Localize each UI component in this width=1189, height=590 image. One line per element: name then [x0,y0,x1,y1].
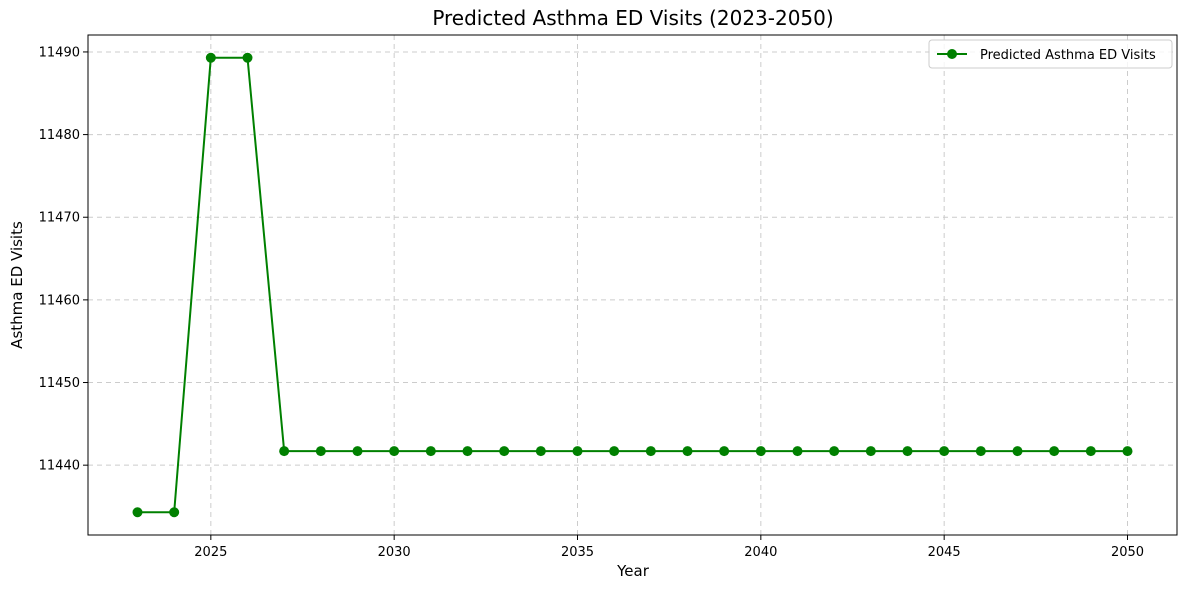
data-point [242,52,253,63]
data-point [902,446,913,457]
data-point [755,446,766,457]
y-tick-label: 11480 [39,128,80,143]
x-tick-label: 2035 [561,545,594,560]
data-point [865,446,876,457]
data-point [315,446,326,457]
data-point [792,446,803,457]
x-tick-label: 2025 [194,545,227,560]
data-point [939,446,950,457]
series-line [137,56,1128,514]
data-point [572,446,583,457]
y-tick-label: 11490 [39,45,80,60]
data-point [829,446,840,457]
data-point [169,507,180,518]
x-axis-ticks: 2025 2030 2035 2040 2045 2050 [194,535,1144,560]
data-point [462,446,473,457]
x-tick-label: 2040 [744,545,777,560]
data-point [205,52,216,63]
y-tick-label: 11440 [39,459,80,474]
y-axis-ticks: 11440 11450 11460 11470 11480 11490 [39,45,88,474]
data-point [279,446,290,457]
y-tick-label: 11450 [39,376,80,391]
x-axis-title: Year [616,562,650,580]
data-point [1049,446,1060,457]
y-tick-label: 11460 [39,293,80,308]
data-point [425,446,436,457]
data-point [132,507,143,518]
data-point [645,446,656,457]
data-point [682,446,693,457]
data-point [352,446,363,457]
y-tick-label: 11470 [39,211,80,226]
chart-title: Predicted Asthma ED Visits (2023-2050) [432,6,833,30]
x-tick-label: 2050 [1111,545,1144,560]
data-point [1012,446,1023,457]
data-point [389,446,400,457]
series-layer [132,52,1133,518]
data-point [719,446,730,457]
data-point [975,446,986,457]
legend-box [928,39,1173,69]
legend: Predicted Asthma ED Visits [928,39,1173,69]
x-tick-label: 2030 [378,545,411,560]
legend-marker-swatch [947,49,957,59]
y-axis-title: Asthma ED Visits [8,221,26,349]
x-tick-label: 2045 [928,545,961,560]
data-point [1085,446,1096,457]
legend-label: Predicted Asthma ED Visits [980,48,1156,63]
data-point [535,446,546,457]
data-point [1122,446,1133,457]
plot-frame [87,34,1178,536]
data-point [609,446,620,457]
data-point [499,446,510,457]
